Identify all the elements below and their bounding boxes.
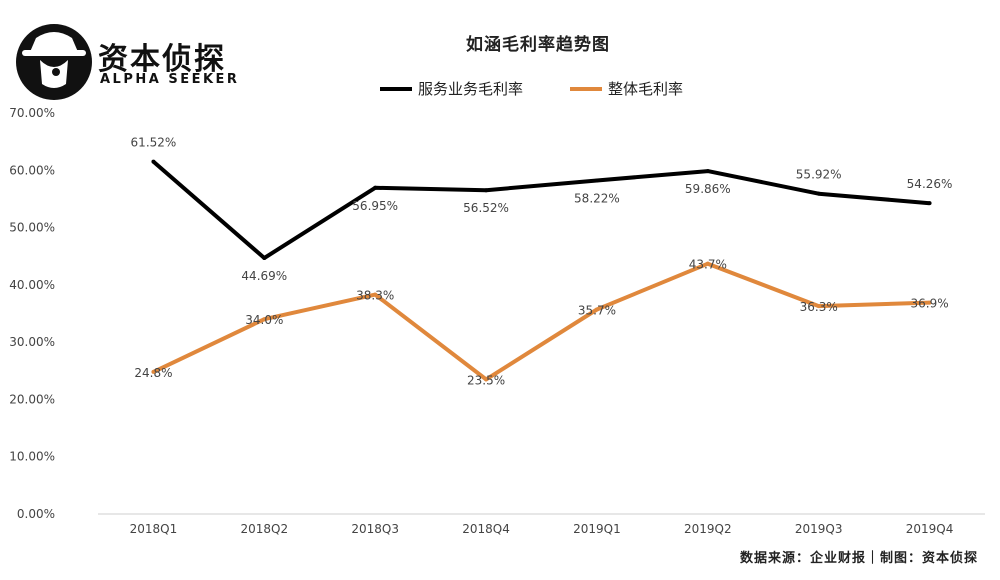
y-tick-label: 30.00%: [9, 335, 55, 349]
axes: 0.00% 10.00% 20.00% 30.00% 40.00% 50.00% 60.00…: [9, 106, 985, 536]
series-line-overall: [152, 261, 930, 382]
data-label: 54.26%: [907, 177, 953, 191]
y-tick-label: 40.00%: [9, 278, 55, 292]
data-label: 35.7%: [578, 303, 616, 317]
data-label: 38.3%: [356, 289, 394, 303]
data-point: [816, 191, 821, 196]
data-label: 59.86%: [685, 182, 731, 196]
data-label: 56.52%: [463, 201, 509, 215]
x-tick-label: 2019Q1: [573, 522, 621, 536]
y-tick-label: 20.00%: [9, 392, 55, 406]
data-label: 24.8%: [134, 366, 172, 380]
data-point: [705, 169, 710, 174]
detective-logo-icon: [16, 24, 92, 100]
data-point: [262, 317, 267, 322]
source-note: 数据来源：企业财报｜制图：资本侦探: [739, 551, 978, 566]
data-labels: 61.52% 44.69% 56.95% 56.52% 58.22% 59.86% 55.9…: [131, 136, 953, 388]
series-line-service: [152, 160, 930, 260]
data-label: 55.92%: [796, 168, 842, 182]
data-label: 43.7%: [689, 258, 727, 272]
data-label: 36.3%: [800, 300, 838, 314]
plot-area: [151, 159, 932, 382]
x-tick-label: 2018Q2: [241, 522, 289, 536]
x-tick-label: 2019Q4: [906, 522, 954, 536]
data-point: [594, 178, 599, 183]
x-tick-label: 2018Q4: [462, 522, 510, 536]
brand-tagline: ALPHA SEEKER: [100, 72, 240, 87]
data-point: [484, 377, 489, 382]
chart-title: 如涵毛利率趋势图: [466, 34, 610, 55]
data-label: 34.0%: [245, 313, 283, 327]
x-tick-label: 2018Q3: [351, 522, 399, 536]
y-tick-label: 10.00%: [9, 450, 55, 464]
data-point: [373, 292, 378, 297]
data-point: [705, 261, 710, 266]
data-point: [594, 307, 599, 312]
data-point: [927, 300, 932, 305]
data-point: [927, 201, 932, 206]
x-tick-label: 2019Q2: [684, 522, 732, 536]
y-tick-label: 70.00%: [9, 106, 55, 120]
legend: 服务业务毛利率 整体毛利率: [380, 80, 683, 98]
data-point: [816, 304, 821, 309]
data-point: [484, 188, 489, 193]
data-label: 44.69%: [241, 269, 287, 283]
y-tick-label: 60.00%: [9, 163, 55, 177]
x-tick-label: 2019Q3: [795, 522, 843, 536]
data-label: 23.5%: [467, 373, 505, 387]
y-tick-label: 50.00%: [9, 221, 55, 235]
data-label: 61.52%: [131, 136, 177, 150]
y-tick-label: 0.00%: [17, 507, 55, 521]
legend-label-service: 服务业务毛利率: [418, 80, 523, 98]
data-label: 56.95%: [352, 199, 398, 213]
data-point: [151, 159, 156, 164]
x-tick-label: 2018Q1: [130, 522, 178, 536]
legend-label-overall: 整体毛利率: [608, 80, 683, 98]
data-point: [151, 369, 156, 374]
data-label: 36.9%: [911, 297, 949, 311]
data-point: [262, 255, 267, 260]
data-label: 58.22%: [574, 191, 620, 205]
data-point: [373, 185, 378, 190]
brand-name: 资本侦探: [98, 42, 226, 77]
